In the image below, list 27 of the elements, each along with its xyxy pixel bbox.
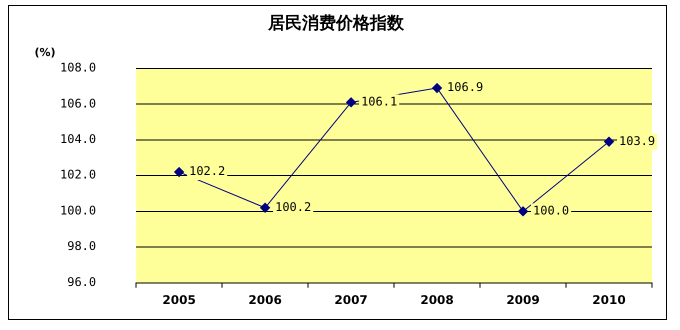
data-label: 103.9 (619, 134, 656, 148)
x-tick-label: 2009 (506, 293, 540, 308)
data-label: 106.1 (361, 94, 398, 108)
y-tick-label: 96.0 (67, 274, 96, 289)
point (432, 83, 442, 94)
data-label: 102.2 (189, 164, 226, 178)
data-label: 106.9 (447, 80, 484, 94)
y-tick-label: 102.0 (60, 168, 96, 182)
point (604, 136, 614, 147)
x-tick-label: 2005 (162, 293, 196, 308)
x-tick-label: 2006 (248, 293, 282, 308)
y-axis-title: (%) (34, 46, 56, 59)
chart-title: 居民消费价格指数 (267, 14, 405, 34)
y-tick-label: 98.0 (67, 239, 96, 254)
x-tick-label: 2008 (420, 293, 454, 308)
point (260, 202, 270, 213)
x-tick-label: 2007 (334, 293, 368, 308)
x-tick-label: 2010 (592, 293, 626, 308)
point (518, 206, 528, 216)
y-tick-label: 108.0 (60, 60, 96, 75)
y-tick-label: 106.0 (60, 96, 96, 110)
point (174, 167, 184, 178)
y-tick-label: 104.0 (60, 132, 96, 146)
data-label: 100.2 (275, 200, 312, 214)
data-label: 100.0 (533, 203, 570, 218)
y-tick-label: 100.0 (60, 203, 96, 218)
point (346, 97, 356, 108)
